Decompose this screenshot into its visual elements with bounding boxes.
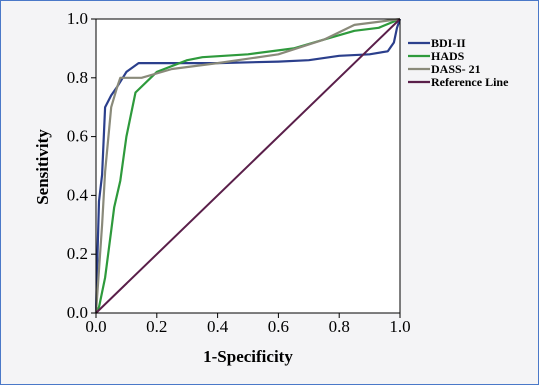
y-tick-label: 0.4 xyxy=(67,185,89,204)
x-tick-label: 0.2 xyxy=(146,317,167,336)
series-layer xyxy=(94,17,402,314)
series-line-0 xyxy=(94,18,402,314)
legend-label-2: DASS- 21 xyxy=(431,62,481,76)
y-tick-label: 0.8 xyxy=(67,68,88,87)
legend-label-0: BDI-II xyxy=(431,36,466,50)
x-tick-label: 0.8 xyxy=(329,317,350,336)
series-line-3 xyxy=(95,18,401,314)
y-tick-label: 1.0 xyxy=(67,9,88,28)
y-tick-label: 0.6 xyxy=(67,127,88,146)
x-axis-title: 1-Specificity xyxy=(203,347,293,366)
legend-label-3: Reference Line xyxy=(431,75,509,89)
legend-label-1: HADS xyxy=(431,49,465,63)
x-tick-label: 0.6 xyxy=(268,317,289,336)
ticks-layer: 0.0 0.2 0.4 0.6 0.8 1.0 0.0 0.2 0.4 0.6 0.8 1.0 xyxy=(67,9,411,336)
series-line-2 xyxy=(94,17,401,314)
series-line-1 xyxy=(95,17,401,314)
y-tick-label: 0.0 xyxy=(67,303,88,322)
y-axis-title: Sensitivity xyxy=(33,129,52,205)
x-tick-label: 1.0 xyxy=(389,317,410,336)
y-tick-label: 0.2 xyxy=(67,244,88,263)
x-tick-label: 0.0 xyxy=(85,317,106,336)
axes-layer xyxy=(95,18,401,314)
x-tick-label: 0.4 xyxy=(207,317,229,336)
